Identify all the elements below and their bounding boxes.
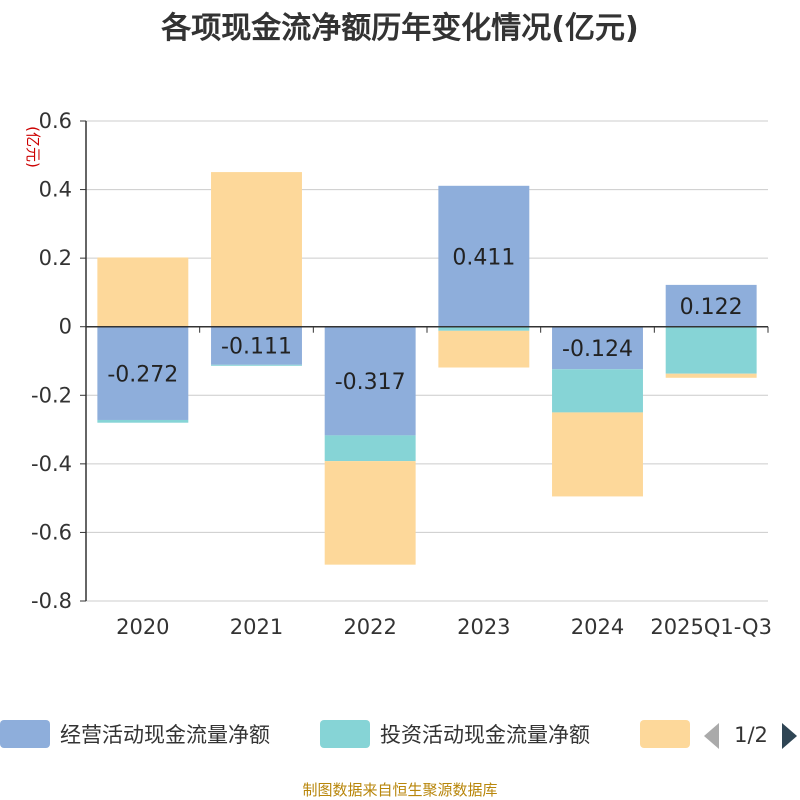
- axes: 0.6 0.4 0.2 0 -0.2 -0.4 -0.6 -0.8 2020 2021 2022 20…: [31, 109, 772, 639]
- bar-segment: [552, 412, 643, 497]
- legend-swatch[interactable]: [640, 720, 690, 748]
- data-labels: -0.272 -0.111 -0.317 0.411 -0.124 0.122: [107, 245, 742, 395]
- y-tick-label: -0.8: [31, 589, 72, 613]
- x-tick-label: 2021: [230, 615, 283, 639]
- legend-next-icon[interactable]: [782, 723, 797, 749]
- bar-segment: [552, 369, 643, 413]
- bar-segment: [324, 326, 416, 436]
- bar-segment: [97, 257, 189, 327]
- legend-prev-icon[interactable]: [704, 723, 719, 749]
- y-tick-label: -0.6: [31, 520, 72, 544]
- bar-segment: [665, 284, 757, 327]
- data-label: -0.124: [562, 337, 633, 362]
- bar-segment: [665, 326, 757, 374]
- bar-segment: [438, 330, 530, 368]
- bar-segment: [438, 185, 530, 327]
- data-label: -0.272: [107, 362, 178, 387]
- bar-segment: [97, 419, 189, 423]
- bar-segment: [211, 364, 302, 366]
- legend-swatch[interactable]: [0, 720, 50, 748]
- bar-segment: [211, 172, 302, 327]
- bar-segment: [211, 326, 302, 365]
- y-axis-unit: (亿元): [24, 126, 42, 168]
- data-label: 0.411: [452, 245, 515, 270]
- chart-title: 各项现金流净额历年变化情况(亿元): [160, 11, 638, 46]
- legend-swatch[interactable]: [320, 720, 370, 748]
- y-tick-label: 0: [59, 315, 72, 339]
- y-tick-label: -0.2: [31, 383, 72, 407]
- source-note: 制图数据来自恒生聚源数据库: [302, 781, 497, 799]
- legend-label[interactable]: 投资活动现金流量净额: [380, 723, 590, 747]
- data-label: 0.122: [680, 295, 743, 320]
- x-tick-label: 2020: [116, 615, 169, 639]
- bar-segment: [552, 326, 643, 370]
- legend-page-indicator: 1/2: [734, 723, 768, 747]
- bar-segment: [324, 461, 416, 565]
- x-tick-label: 2022: [343, 615, 396, 639]
- bar-segment: [438, 326, 530, 331]
- x-tick-label: 2023: [457, 615, 510, 639]
- y-tick-label: -0.4: [31, 452, 72, 476]
- legend: 经营活动现金流量净额 投资活动现金流量净额 1/2: [0, 720, 797, 749]
- y-tick-label: 0.2: [39, 246, 72, 270]
- data-label: -0.317: [335, 370, 406, 395]
- legend-label[interactable]: 经营活动现金流量净额: [60, 723, 270, 747]
- y-tick-label: 0.6: [39, 109, 72, 133]
- bar-segment: [665, 373, 757, 378]
- bar-segment: [324, 435, 416, 462]
- x-tick-label: 2024: [571, 615, 624, 639]
- y-tick-label: 0.4: [39, 178, 72, 202]
- bar-segment: [97, 326, 189, 420]
- data-label: -0.111: [221, 335, 292, 360]
- bars: [97, 172, 757, 565]
- x-tick-label: 2025Q1-Q3: [650, 615, 772, 639]
